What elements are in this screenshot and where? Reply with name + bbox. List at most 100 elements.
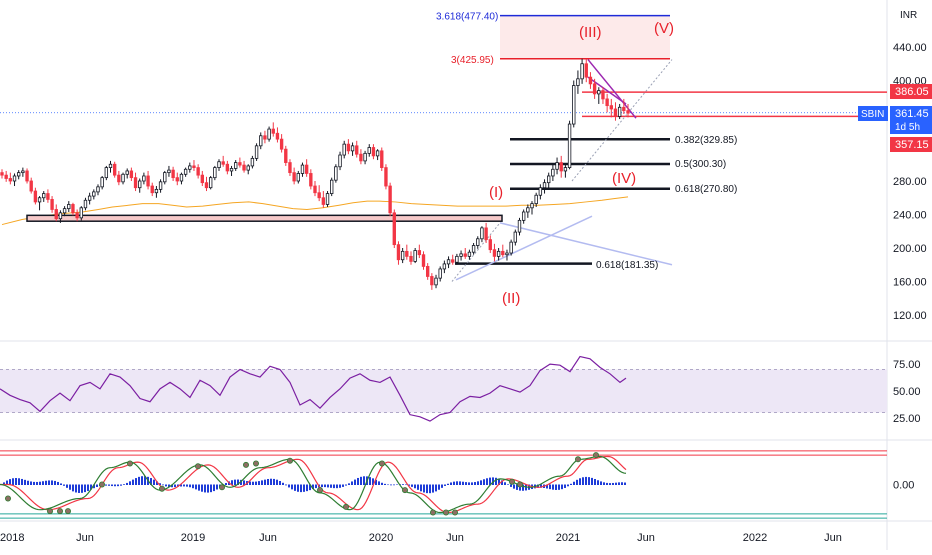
candle-body (67, 204, 71, 210)
wave-label: (I) (489, 184, 503, 201)
candle-body (17, 172, 21, 177)
candle-body (167, 169, 171, 174)
price-tick-label: 160.00 (893, 277, 927, 289)
candle-body (75, 212, 79, 219)
time-axis: 2018 Jun 2019 Jun 2020 Jun 2021 Jun 2022 Jun (0, 532, 842, 544)
osc-histogram-bar (132, 479, 134, 485)
osc-histogram-bar (273, 478, 275, 485)
osc-histogram-bar (456, 481, 458, 485)
osc-histogram-bar (597, 480, 599, 485)
osc-histogram-bar (6, 480, 8, 485)
candle-body (229, 168, 234, 172)
candle-body (455, 255, 459, 263)
osc-histogram-bar (174, 484, 176, 488)
candle-body (188, 165, 192, 170)
candle-body (263, 135, 267, 140)
candle-body (267, 128, 271, 140)
candle-body (83, 199, 88, 209)
osc-histogram-bar (45, 480, 47, 485)
candle-body (342, 143, 346, 156)
candle-body (279, 138, 284, 150)
osc-histogram-bar (57, 481, 59, 485)
time-tick-label: Jun (76, 532, 94, 544)
candle-body (496, 250, 501, 257)
osc-histogram-bar (210, 484, 212, 493)
osc-histogram-bar (363, 476, 365, 485)
levels-layer (26, 14, 887, 282)
candle-body (325, 193, 330, 205)
candle-body (183, 168, 188, 175)
candle-body (330, 179, 334, 194)
osc-histogram-bar (381, 482, 383, 485)
osc-histogram-bar (216, 484, 218, 490)
candle-body (29, 180, 33, 192)
time-tick-label: Jun (259, 532, 277, 544)
osc-histogram-bar (618, 482, 620, 485)
osc-histogram-bar (18, 478, 20, 485)
candle-body (238, 162, 242, 166)
candle-body (292, 172, 296, 182)
candle-body (605, 98, 609, 107)
candle-body (37, 197, 42, 203)
candle-body (380, 150, 384, 169)
candle-body (4, 174, 8, 179)
candle-body (117, 174, 121, 183)
candle-body (442, 263, 447, 270)
time-tick-label: 2020 (369, 532, 393, 544)
trendline (499, 222, 673, 266)
candle-body (601, 90, 605, 100)
osc-histogram-bar (375, 479, 377, 485)
osc-histogram-bar (345, 484, 347, 486)
osc-histogram-bar (267, 479, 269, 485)
osc-histogram-bar (27, 480, 29, 485)
osc-histogram-bar (42, 481, 44, 485)
candle-body (513, 231, 518, 243)
osc-histogram-bar (237, 479, 239, 485)
osc-histogram-bar (72, 484, 74, 492)
candle-body (471, 245, 476, 253)
candle-body (225, 163, 230, 172)
osc-histogram-bar (540, 484, 542, 488)
candle-body (451, 259, 455, 263)
fib-label: 0.5(300.30) (675, 159, 726, 170)
osc-histogram-bar (204, 484, 206, 493)
osc-histogram-bar (21, 478, 23, 485)
osc-histogram-bar (108, 484, 110, 486)
candle-body (313, 185, 317, 194)
candle-body (530, 203, 534, 209)
osc-histogram-bar (591, 477, 593, 485)
osc-histogram-bar (177, 484, 179, 487)
candle-body (467, 251, 472, 257)
osc-histogram-bar (66, 484, 68, 488)
candle-body (576, 78, 580, 86)
symbol-badge (858, 106, 888, 121)
osc-histogram-bar (306, 484, 308, 492)
osc-histogram-bar (378, 481, 380, 485)
osc-histogram-bar (84, 484, 86, 493)
osc-histogram-bar (396, 484, 398, 485)
symbol-label: SBIN (861, 109, 884, 120)
osc-histogram-bar (120, 484, 122, 486)
osc-histogram-bar (165, 484, 167, 487)
osc-histogram-bar (135, 478, 137, 485)
candle-body (392, 212, 396, 246)
osc-histogram-bar (60, 483, 62, 485)
osc-histogram-bar (24, 479, 26, 485)
candle-body (459, 253, 463, 257)
osc-histogram-bar (207, 484, 209, 493)
osc-histogram-bar (570, 483, 572, 485)
osc-histogram-bar (294, 484, 296, 491)
osc-histogram-bar (354, 479, 356, 485)
candle-body (254, 145, 259, 159)
wave-label: (II) (502, 290, 520, 307)
osc-cross-marker (127, 460, 134, 467)
osc-tick-label: 0.00 (893, 480, 914, 492)
osc-histogram-bar (303, 484, 305, 492)
candle-body (284, 148, 288, 163)
osc-histogram-bar (603, 482, 605, 485)
projection-zone (500, 15, 670, 59)
candle-body (559, 162, 563, 172)
candle-body (246, 165, 250, 171)
osc-histogram-bar (96, 484, 98, 488)
candle-body (46, 193, 50, 200)
